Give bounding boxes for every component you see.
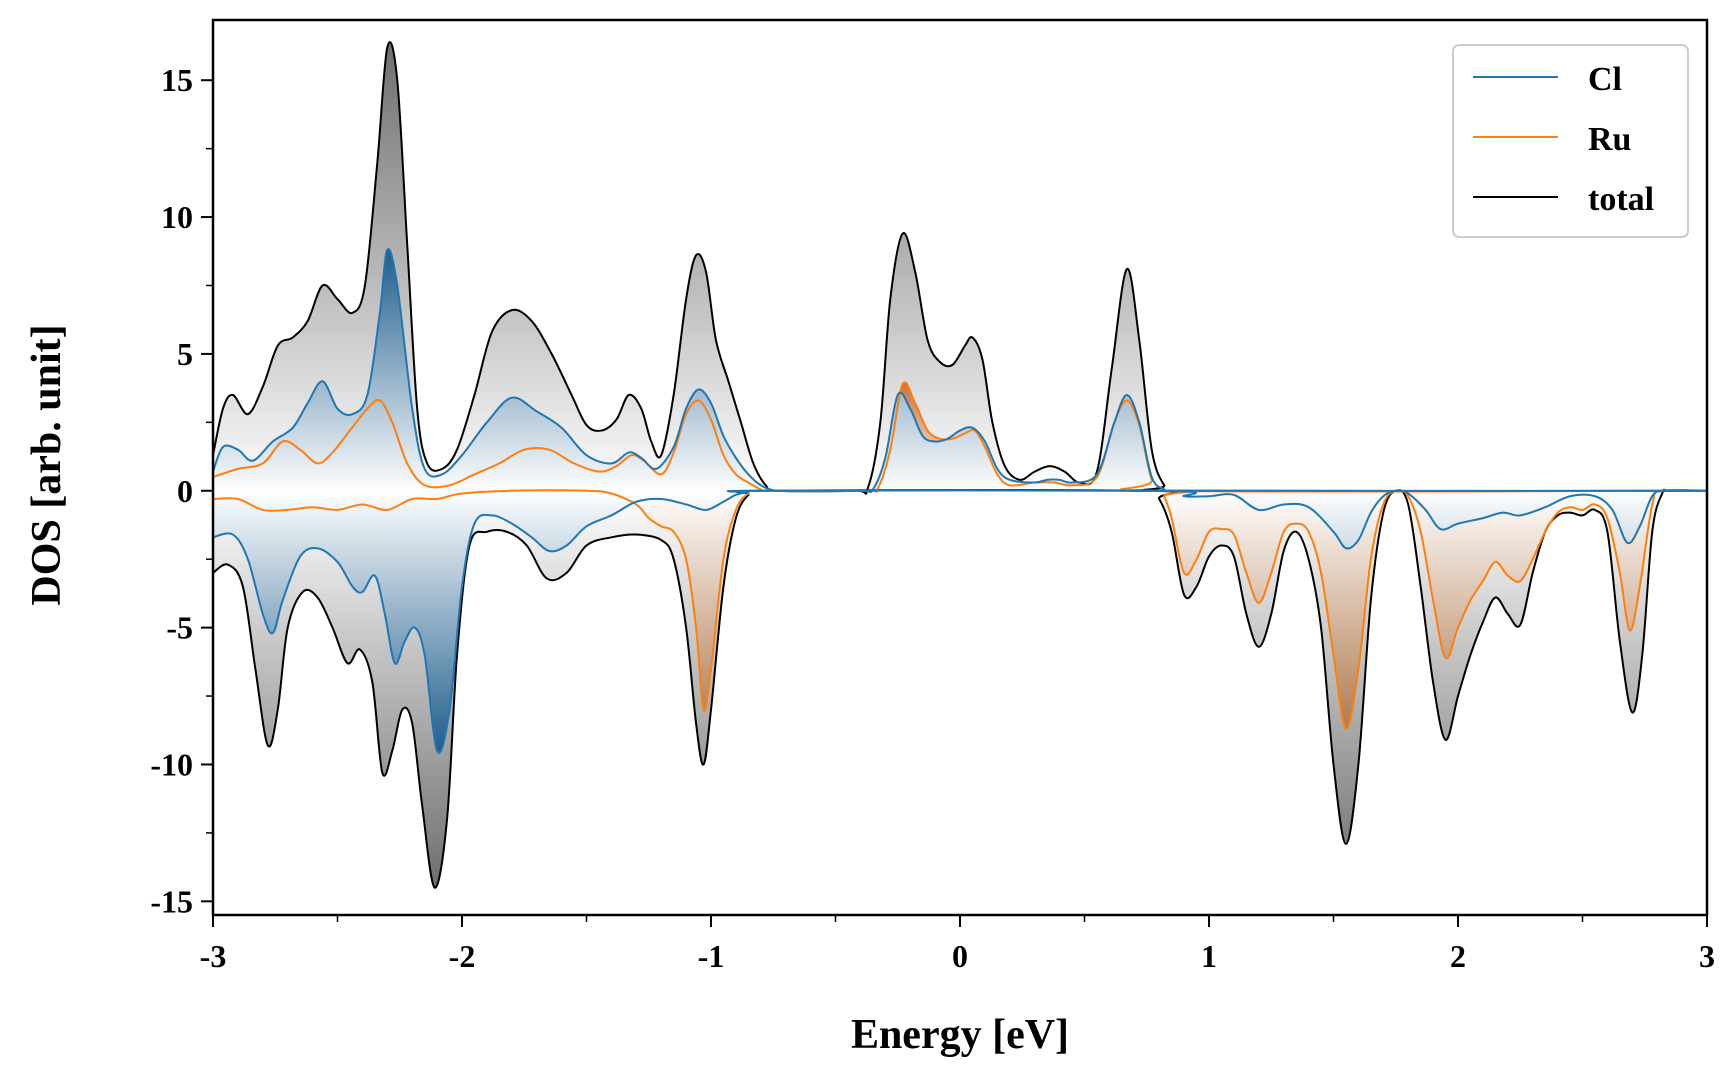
x-tick-label: 3	[1699, 938, 1715, 974]
x-tick-label: 1	[1201, 938, 1217, 974]
area-fills	[213, 42, 1707, 888]
series-lines	[213, 41, 1707, 889]
y-tick-label: -5	[166, 610, 193, 646]
y-tick-label: -15	[150, 883, 193, 919]
y-tick-label: 10	[161, 199, 193, 235]
series-line-cl-up	[213, 248, 1707, 494]
y-tick-label: 15	[161, 62, 193, 98]
x-tick-label: -2	[449, 938, 476, 974]
series-line-total-down	[213, 488, 1707, 889]
legend-box	[1452, 44, 1689, 238]
legend-label-ru: Ru	[1588, 121, 1631, 158]
legend-label-total: total	[1588, 181, 1654, 218]
legend-label-cl: Cl	[1588, 61, 1622, 98]
legend: Cl Ru total	[1452, 44, 1689, 238]
area-fill-cl-down	[213, 490, 1707, 753]
y-tick-label: 0	[177, 473, 193, 509]
x-tick-label: 0	[952, 938, 968, 974]
area-fill-cl-up	[213, 249, 1707, 493]
series-line-ru-down	[213, 488, 1707, 730]
y-tick-label: 5	[177, 336, 193, 372]
y-axis-title: DOS [arb. unit]	[24, 324, 70, 605]
x-tick-label: -1	[698, 938, 725, 974]
y-axis: 15 10 5 0 -5 -10 -15	[150, 62, 213, 919]
x-axis: -3 -2 -1 0 1 2 3	[200, 915, 1715, 974]
x-tick-label: 2	[1450, 938, 1466, 974]
x-tick-label: -3	[200, 938, 227, 974]
y-tick-label: -10	[150, 746, 193, 782]
x-axis-title: Energy [eV]	[851, 1012, 1069, 1058]
series-line-total-up	[213, 41, 1707, 495]
series-line-ru-up	[213, 381, 1707, 493]
series-line-cl-down	[213, 489, 1707, 754]
area-fill-ru-down	[213, 489, 1707, 729]
